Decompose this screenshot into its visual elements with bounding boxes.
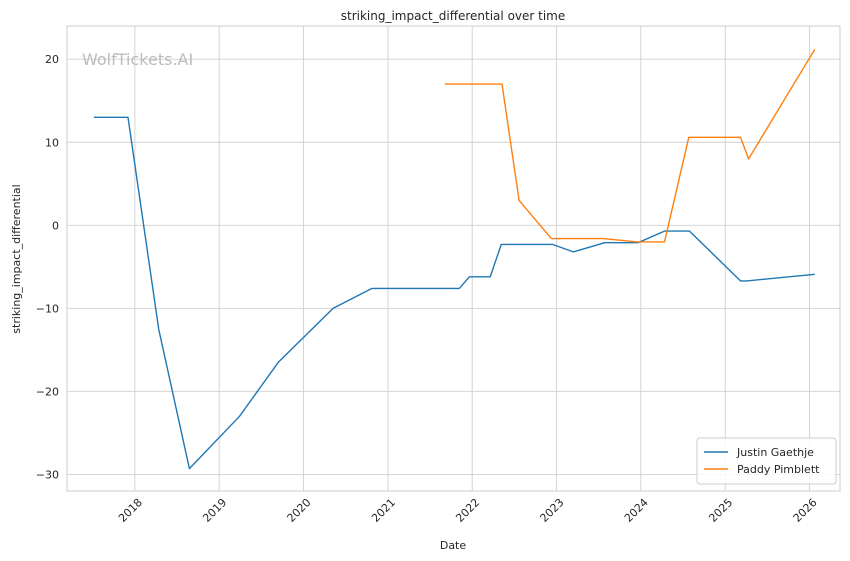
x-tick-label: 2019 bbox=[200, 496, 229, 525]
y-tick-label: −30 bbox=[36, 468, 59, 481]
y-tick-label: 0 bbox=[52, 219, 59, 232]
y-tick-label: −20 bbox=[36, 385, 59, 398]
legend-label-1: Justin Gaethje bbox=[736, 446, 814, 459]
x-tick-label: 2018 bbox=[116, 496, 145, 525]
watermark: WolfTickets.AI bbox=[82, 50, 193, 69]
x-tick-label: 2022 bbox=[453, 496, 482, 525]
y-tick-label: −10 bbox=[36, 302, 59, 315]
x-tick-label: 2023 bbox=[538, 496, 567, 525]
x-axis-label: Date bbox=[440, 539, 467, 552]
series-line-1 bbox=[93, 116, 815, 470]
legend: Justin Gaethje Paddy Pimblett bbox=[696, 437, 837, 485]
y-tick-labels: 20 10 0 −10 −20 −30 bbox=[36, 53, 59, 481]
y-tick-label: 10 bbox=[45, 136, 59, 149]
x-tick-label: 2024 bbox=[622, 496, 651, 525]
chart-title: striking_impact_differential over time bbox=[341, 9, 566, 23]
plot-frame bbox=[66, 25, 841, 492]
x-tick-labels: 2018 2019 2020 2021 2022 2023 2024 2025 2026 bbox=[116, 496, 820, 525]
series-line-2 bbox=[444, 48, 816, 243]
y-axis-label: striking_impact_differential bbox=[10, 184, 23, 333]
legend-label-2: Paddy Pimblett bbox=[737, 463, 820, 476]
x-tick-label: 2025 bbox=[706, 496, 735, 525]
grid bbox=[67, 26, 840, 491]
x-tick-label: 2021 bbox=[369, 496, 398, 525]
x-tick-label: 2026 bbox=[791, 496, 820, 525]
series-lines bbox=[93, 48, 816, 470]
y-tick-label: 20 bbox=[45, 53, 59, 66]
legend-box bbox=[696, 437, 837, 485]
x-tick-label: 2020 bbox=[285, 496, 314, 525]
